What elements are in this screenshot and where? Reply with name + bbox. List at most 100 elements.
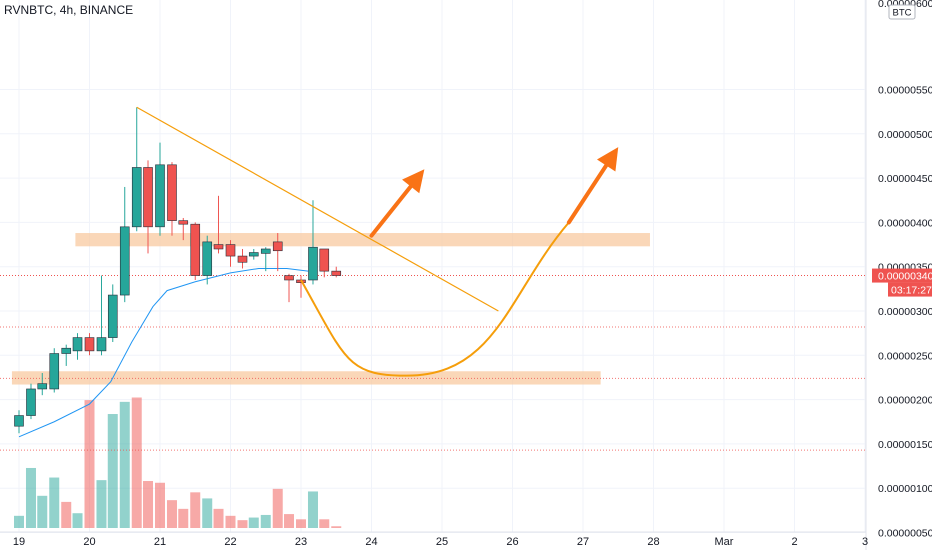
- volume-bar: [284, 514, 295, 528]
- candle: [96, 275, 107, 356]
- candle: [260, 247, 271, 272]
- candle-body: [237, 255, 248, 263]
- candle-body: [284, 275, 294, 281]
- drawings: [136, 106, 619, 377]
- time-axis-label: 27: [577, 536, 589, 548]
- volume-bar: [119, 401, 130, 528]
- candle: [331, 266, 342, 278]
- candle-body: [61, 347, 72, 354]
- time-axis-label: 21: [154, 536, 166, 548]
- time-axis-label: 26: [506, 536, 518, 548]
- candle: [167, 162, 177, 236]
- candle-body: [84, 337, 95, 352]
- horizontal-levels: [0, 275, 866, 451]
- time-axis-label: 23: [295, 536, 307, 548]
- symbol-title[interactable]: RVNBTC, 4h, BINANCE: [4, 3, 134, 17]
- volume-bar: [49, 477, 60, 528]
- last-price-label: 0.00000340: [878, 271, 932, 283]
- candle: [308, 200, 318, 285]
- candle-body: [167, 164, 177, 221]
- candle-body: [96, 337, 107, 352]
- time-axis-label: 20: [83, 536, 95, 548]
- moving-average-line: [18, 267, 309, 438]
- volume-bar: [155, 482, 165, 528]
- volume-bar: [96, 480, 107, 528]
- time-axis-label: Mar: [715, 536, 734, 548]
- volume-bar: [14, 515, 24, 528]
- candle: [131, 107, 142, 232]
- price-axis-label: 0.00000100: [878, 483, 932, 495]
- currency-badge: BTC: [888, 4, 916, 20]
- candle-body: [37, 383, 48, 390]
- price-axis-label: 0.00000450: [878, 173, 932, 185]
- time-axis-label: 19: [13, 536, 25, 548]
- candle: [37, 373, 48, 396]
- candle: [237, 248, 248, 269]
- candle-body: [131, 167, 142, 228]
- candle: [248, 248, 259, 260]
- volume-bar: [61, 501, 72, 528]
- candle: [213, 195, 224, 254]
- currency-badge-box: [888, 4, 916, 20]
- candle: [284, 273, 294, 303]
- arrow-shaft: [369, 184, 413, 238]
- candle: [225, 240, 236, 267]
- candle: [84, 333, 95, 356]
- volume-bar: [202, 498, 213, 528]
- candle: [202, 235, 213, 285]
- volume-bar: [143, 481, 154, 528]
- candle-body: [107, 294, 118, 338]
- candle: [190, 222, 201, 280]
- moving-average: [18, 267, 309, 438]
- countdown-tag: [888, 282, 932, 297]
- last-price-tag: [872, 268, 932, 283]
- volume-bars: [14, 397, 342, 528]
- candle-body: [26, 388, 36, 416]
- volume-bar: [84, 400, 95, 528]
- candle: [107, 284, 118, 343]
- candle-body: [178, 220, 189, 225]
- volume-bar: [272, 488, 283, 528]
- price-axis-label: 0.00000550: [878, 85, 932, 97]
- candle-body: [308, 246, 318, 281]
- candle: [319, 248, 330, 278]
- volume-bar: [319, 519, 330, 528]
- price-axis-label: 0.00000500: [878, 129, 932, 141]
- time-axis-label: 22: [224, 536, 236, 548]
- up-arrow: [369, 169, 425, 238]
- time-axis-label: 24: [365, 536, 377, 548]
- volume-bar: [213, 508, 224, 528]
- volume-bar: [248, 517, 259, 528]
- candle-body: [248, 252, 259, 257]
- up-arrow: [566, 147, 619, 225]
- candle-body: [72, 337, 83, 352]
- time-axis-label: 25: [436, 536, 448, 548]
- candle: [61, 344, 72, 366]
- price-axis-label: 0.00000250: [878, 350, 932, 362]
- price-axis-label: 0.00000150: [878, 439, 932, 451]
- volume-bar: [178, 508, 189, 528]
- volume-bar: [296, 519, 306, 528]
- arrow-shaft: [566, 163, 609, 225]
- volume-bar: [225, 515, 236, 528]
- candle-body: [319, 248, 330, 272]
- volume-bar: [331, 526, 342, 528]
- candle-body: [49, 353, 60, 390]
- candles: [14, 107, 342, 434]
- descending-trendline: [136, 106, 499, 312]
- price-axis-label: 0.00000400: [878, 217, 932, 229]
- candle-body: [119, 226, 130, 296]
- arrow-head: [596, 147, 619, 172]
- projection-curve: [300, 221, 570, 377]
- arrow-head: [402, 169, 425, 194]
- candle: [14, 410, 24, 434]
- volume-bar: [166, 500, 177, 528]
- candle-body: [260, 248, 271, 254]
- candle-body: [225, 244, 236, 257]
- time-axis-label: 28: [647, 536, 659, 548]
- volume-bar: [260, 514, 271, 528]
- candle: [119, 186, 130, 303]
